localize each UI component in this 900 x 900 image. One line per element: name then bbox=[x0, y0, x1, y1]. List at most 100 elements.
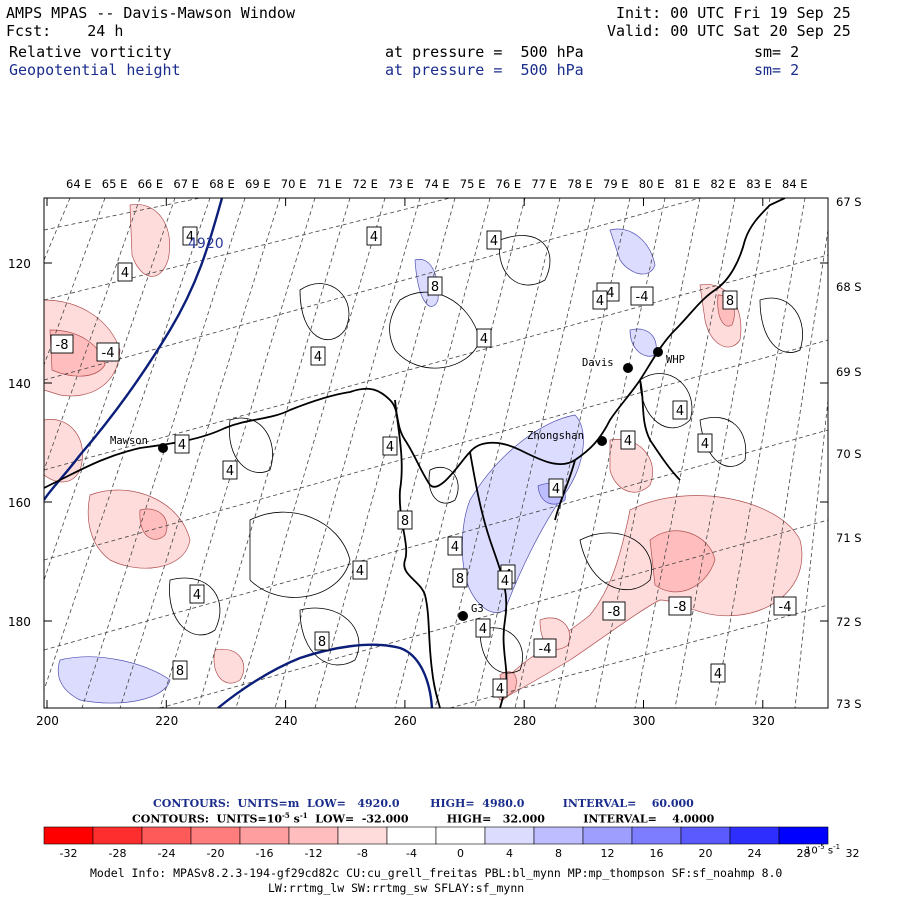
contour-label: 4 bbox=[386, 440, 394, 455]
model-info-line1: Model Info: MPASv8.2.3-194-gf29cd82c CU:… bbox=[90, 866, 783, 880]
height-contour-label: 4920 bbox=[188, 236, 224, 252]
map-field bbox=[44, 198, 828, 708]
contour-label-box bbox=[476, 328, 492, 348]
colorbar-tick: 28 bbox=[797, 847, 811, 860]
contour-label: 8 bbox=[401, 514, 409, 529]
colorbar-swatch bbox=[582, 826, 633, 845]
contour-label-box bbox=[222, 460, 238, 480]
contour-label: 4 bbox=[701, 437, 709, 452]
graticule bbox=[44, 198, 828, 708]
contour-label-box bbox=[174, 434, 190, 454]
contour-label-box bbox=[475, 618, 491, 638]
contour-label-box bbox=[50, 334, 74, 354]
contour-label: 4 bbox=[624, 434, 632, 449]
colorbar-tick: 16 bbox=[650, 847, 664, 860]
contour-label-box bbox=[189, 584, 205, 604]
colorbar-swatch bbox=[778, 826, 829, 845]
contour-label-box bbox=[630, 286, 654, 306]
colorbar-tick: 12 bbox=[601, 847, 615, 860]
left-axis-ticks bbox=[44, 262, 828, 622]
colorbar-swatch bbox=[337, 826, 388, 845]
bottom-axis-labels: 200 220 240 260 280 300 320 bbox=[36, 714, 775, 728]
contour-label: 4 bbox=[226, 464, 234, 479]
x-tick-label: 300 bbox=[633, 714, 656, 728]
station-marker bbox=[597, 436, 607, 446]
colorbar-tick: 0 bbox=[457, 847, 464, 860]
contour-label-box bbox=[620, 430, 636, 450]
colorbar-swatch bbox=[484, 826, 535, 845]
colorbar-tick: 32 bbox=[846, 847, 860, 860]
valid-time: Valid: 00 UTC Sat 20 Sep 25 bbox=[607, 22, 851, 40]
field1-level: at pressure = 500 hPa bbox=[385, 43, 584, 61]
contour-label: 4 bbox=[479, 622, 487, 637]
contour-label: -8 bbox=[674, 600, 687, 615]
station-label: WHP bbox=[666, 354, 685, 366]
contour-label-box bbox=[96, 342, 120, 362]
contour-label-box bbox=[382, 436, 398, 456]
contour-label-box bbox=[452, 568, 468, 588]
colorbar-swatch bbox=[141, 826, 192, 845]
contour-label: 4 bbox=[314, 350, 322, 365]
colorbar-swatch bbox=[92, 826, 143, 845]
field1-name: Relative vorticity bbox=[9, 43, 172, 61]
colorbar-swatch bbox=[239, 826, 290, 845]
y-tick-label: 160 bbox=[8, 496, 31, 510]
colorbar-swatch bbox=[631, 826, 682, 845]
contour-label-box bbox=[668, 596, 692, 616]
init-time: Init: 00 UTC Fri 19 Sep 25 bbox=[616, 4, 851, 22]
lon-label: 76 E bbox=[496, 177, 522, 191]
lat-label: 71 S bbox=[836, 531, 862, 545]
contour-labels: 4444-4-4-8-4844844444448444884-4-8-8-444… bbox=[50, 226, 797, 698]
contour-label: -4 bbox=[779, 600, 792, 615]
contour-label-box bbox=[492, 678, 508, 698]
contour-label-box bbox=[486, 230, 502, 250]
contour-label: 4 bbox=[356, 564, 364, 579]
field1-smoothing: sm= 2 bbox=[754, 43, 800, 61]
contour-label: -4 bbox=[539, 642, 552, 657]
lon-label: 81 E bbox=[675, 177, 701, 191]
colorbar-swatch bbox=[680, 826, 731, 845]
vorticity-colorbar bbox=[43, 826, 829, 845]
top-longitude-labels: 64 E 65 E 66 E 67 E 68 E 69 E 70 E 71 E 72 E 73 E… bbox=[66, 177, 808, 191]
contour-label-box bbox=[710, 663, 726, 683]
contour-label-box bbox=[366, 226, 382, 246]
colorbar-swatch bbox=[533, 826, 584, 845]
contour-label: 8 bbox=[456, 572, 464, 587]
colorbar-tick: -8 bbox=[357, 847, 368, 860]
lon-label: 82 E bbox=[710, 177, 736, 191]
contour-label: 4 bbox=[186, 230, 194, 245]
stations: Mawson Davis WHP Zhongshan G3 bbox=[110, 347, 685, 621]
lon-label: 80 E bbox=[639, 177, 665, 191]
colorbar-tick: -28 bbox=[109, 847, 127, 860]
lon-label: 67 E bbox=[173, 177, 199, 191]
colorbar-swatch bbox=[435, 826, 486, 845]
contour-label: 4 bbox=[496, 682, 504, 697]
colorbar-units: 10-5 s-1 bbox=[805, 843, 841, 857]
plot-title: AMPS MPAS -- Davis-Mawson Window bbox=[6, 4, 295, 22]
lon-label: 69 E bbox=[245, 177, 271, 191]
colorbar-tick: -4 bbox=[406, 847, 417, 860]
height-legend-line: CONTOURS: UNITS=m LOW= 4920.0 HIGH= 4980… bbox=[153, 797, 694, 810]
lon-label: 64 E bbox=[66, 177, 92, 191]
contour-label: 8 bbox=[726, 294, 734, 309]
contour-label-box bbox=[172, 660, 188, 680]
colorbar-swatch bbox=[190, 826, 241, 845]
contour-label-box bbox=[314, 631, 330, 651]
contour-label-box bbox=[497, 570, 513, 590]
station-marker bbox=[458, 611, 468, 621]
lon-label: 74 E bbox=[424, 177, 450, 191]
positive-vorticity-shading bbox=[57, 228, 657, 704]
y-tick-label: 120 bbox=[8, 257, 31, 271]
x-tick-label: 260 bbox=[394, 714, 417, 728]
contour-label: 8 bbox=[318, 635, 326, 650]
contour-label-box bbox=[773, 596, 797, 616]
station-marker bbox=[158, 443, 168, 453]
contour-label: 4 bbox=[501, 574, 509, 589]
contour-label-box bbox=[602, 601, 626, 621]
contour-label: -8 bbox=[56, 338, 69, 353]
colorbar-tick-labels: -32 -28 -24 -20 -16 -12 -8 -4 0 4 8 12 16 20 24 28 32 bbox=[60, 847, 860, 860]
contour-label-box bbox=[672, 400, 688, 420]
field2-name: Geopotential height bbox=[9, 61, 181, 79]
contour-label: 4 bbox=[121, 266, 129, 281]
